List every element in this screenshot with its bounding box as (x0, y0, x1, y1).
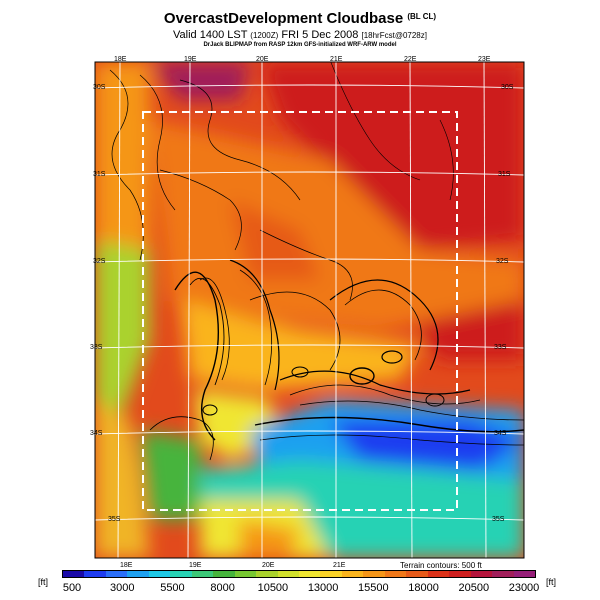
lon-label-top: 18E (114, 56, 127, 63)
lat-label-left: 35S (108, 516, 121, 523)
lon-label-bottom: 18E (120, 562, 133, 569)
lon-label-top: 23E (478, 56, 491, 63)
color-scale-tick-label: 3000 (109, 582, 135, 594)
lon-label-bottom: 21E (333, 562, 346, 569)
lon-label-top: 19E (184, 56, 197, 63)
lat-label-right: 30S (501, 84, 514, 91)
color-swatch (148, 571, 171, 577)
terrain-contour-note: Terrain contours: 500 ft (400, 561, 482, 570)
lat-label-left: 34S (90, 430, 103, 437)
color-scale-tick-label: 8000 (210, 582, 235, 594)
lat-label-right: 31S (498, 171, 511, 178)
color-swatch (341, 571, 364, 577)
color-swatch (170, 571, 192, 577)
cloudbase-field (95, 62, 524, 558)
lat-label-left: 33S (90, 344, 103, 351)
lat-label-right: 32S (496, 258, 509, 265)
color-swatch (513, 571, 535, 577)
model-credit: DrJack BLIPMAP from RASP 12km GFS-initia… (203, 42, 397, 48)
color-swatch (363, 571, 385, 577)
color-swatch (492, 571, 514, 577)
lat-label-left: 30S (93, 84, 106, 91)
color-swatch (427, 571, 450, 577)
color-swatch (256, 571, 278, 577)
lat-label-left: 32S (93, 258, 106, 265)
color-scale-tick-label: 18000 (408, 582, 439, 594)
color-swatch (277, 571, 299, 577)
legend-unit-left: [ft] (38, 577, 49, 587)
lat-label-right: 34S (494, 430, 507, 437)
color-scale-bar (62, 570, 536, 578)
color-swatch (213, 571, 235, 577)
color-scale-tick-label: 20500 (458, 582, 490, 594)
color-swatch (234, 571, 257, 577)
color-scale-tick-label: 5500 (160, 582, 185, 594)
lat-label-right: 33S (494, 344, 507, 351)
latlon-grid (95, 62, 524, 558)
lon-label-bottom: 19E (189, 562, 202, 569)
lon-label-top: 21E (330, 56, 343, 63)
lon-label-top: 22E (404, 56, 417, 63)
color-swatch (127, 571, 149, 577)
color-scale-tick-label: 15500 (358, 582, 389, 594)
color-swatch (298, 571, 321, 577)
valid-time: Valid 1400 LST (1200Z) FRI 5 Dec 2008 [1… (173, 29, 427, 41)
inner-domain-box (142, 111, 458, 511)
lat-label-right: 35S (492, 516, 505, 523)
color-swatch (105, 571, 128, 577)
lon-label-bottom: 20E (262, 562, 275, 569)
legend-unit-right: [ft] (546, 577, 557, 587)
color-scale-tick-label: 13000 (307, 582, 339, 594)
color-scale-tick-label: 10500 (257, 582, 289, 594)
color-swatch (406, 571, 428, 577)
color-swatch (84, 571, 106, 577)
color-swatch (449, 571, 471, 577)
color-scale-tick-label: 23000 (508, 582, 540, 594)
lon-label-top: 20E (256, 56, 269, 63)
map-title: OvercastDevelopment Cloudbase (BL CL) (163, 10, 437, 27)
color-swatch (63, 571, 85, 577)
map-frame (94, 61, 525, 559)
color-swatch (470, 571, 493, 577)
title-suffix: (BL CL) (407, 12, 437, 21)
color-swatch (191, 571, 214, 577)
lat-label-left: 31S (93, 171, 106, 178)
color-swatch (320, 571, 342, 577)
color-swatch (384, 571, 407, 577)
color-scale-tick-label: 500 (62, 582, 82, 594)
